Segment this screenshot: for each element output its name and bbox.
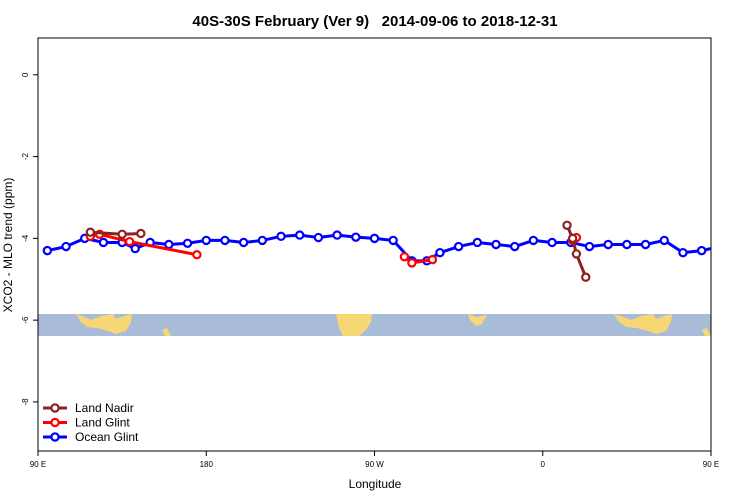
map-strip xyxy=(38,314,711,336)
legend-marker-land-glint xyxy=(50,417,60,428)
map-land xyxy=(76,314,711,336)
series-layer xyxy=(42,220,742,282)
data-point-ocean-glint xyxy=(295,230,305,240)
data-point-ocean-glint xyxy=(130,243,140,254)
data-point-land-glint xyxy=(399,252,410,262)
tasmania-land xyxy=(162,328,171,336)
data-point-ocean-glint xyxy=(201,235,211,246)
data-point-ocean-glint xyxy=(276,231,286,242)
data-point-ocean-glint xyxy=(659,235,669,246)
y-axis: 0 -2 -4 -6 -8 xyxy=(21,72,38,405)
data-point-ocean-glint xyxy=(313,232,324,243)
series-land-glint xyxy=(85,229,582,268)
data-point-ocean-glint xyxy=(491,239,501,250)
legend-label-ocean-glint: Ocean Glint xyxy=(75,430,139,444)
australia-land xyxy=(76,314,132,334)
data-point-land-nadir xyxy=(571,249,582,259)
tasmania-land-repeat xyxy=(702,328,711,336)
y-tick-label: -2 xyxy=(21,152,30,160)
chart-title: 40S-30S February (Ver 9) 2014-09-06 to 2… xyxy=(192,13,557,30)
data-point-ocean-glint xyxy=(182,238,193,248)
data-point-ocean-glint xyxy=(696,245,707,256)
legend-label-land-nadir: Land Nadir xyxy=(75,401,134,415)
data-point-ocean-glint xyxy=(510,241,520,252)
y-tick-label: -4 xyxy=(21,234,30,242)
data-point-ocean-glint xyxy=(98,237,109,248)
series-line-land-glint xyxy=(90,232,198,257)
data-point-land-nadir xyxy=(85,227,96,237)
data-point-ocean-glint xyxy=(717,243,724,250)
series-line-ocean-glint xyxy=(47,233,711,263)
map-ocean xyxy=(38,314,711,336)
data-point-ocean-glint xyxy=(164,239,174,250)
data-point-ocean-glint xyxy=(678,247,688,258)
data-point-land-glint xyxy=(427,254,438,265)
series-land-nadir xyxy=(85,220,591,282)
y-tick-label: -8 xyxy=(21,398,30,406)
y-tick-label: 0 xyxy=(21,72,30,77)
australia-land-repeat xyxy=(614,314,672,334)
data-point-land-nadir xyxy=(136,228,146,239)
data-point-ocean-glint xyxy=(238,237,249,248)
data-point-land-nadir xyxy=(581,272,591,282)
south-america-land xyxy=(336,314,372,336)
legend-marker-land-nadir xyxy=(50,403,60,413)
x-axis: 90 E 180 90 W 0 90 E xyxy=(30,451,719,469)
series-line-land-nadir xyxy=(90,230,141,236)
data-point-ocean-glint xyxy=(61,241,71,252)
data-point-ocean-glint xyxy=(220,235,230,246)
x-tick-label: 0 xyxy=(541,460,546,469)
data-point-ocean-glint xyxy=(528,235,539,246)
x-axis-label: Longitude xyxy=(349,477,402,491)
series-line-land-nadir xyxy=(565,224,588,278)
data-point-land-nadir xyxy=(567,233,578,244)
series-ocean-glint xyxy=(42,230,742,266)
data-point-ocean-glint xyxy=(435,247,445,258)
data-point-ocean-glint xyxy=(622,239,632,250)
data-point-land-glint xyxy=(192,250,202,260)
data-point-ocean-glint xyxy=(369,233,380,244)
data-point-land-nadir xyxy=(562,220,572,230)
data-point-ocean-glint xyxy=(351,232,361,242)
data-point-ocean-glint xyxy=(453,241,464,252)
x-tick-label: 90 E xyxy=(703,460,719,469)
data-point-ocean-glint xyxy=(640,239,651,250)
data-point-ocean-glint xyxy=(388,235,398,246)
data-point-ocean-glint xyxy=(332,230,342,240)
x-tick-label: 90 E xyxy=(30,460,46,469)
legend-marker-ocean-glint xyxy=(50,432,60,442)
africa-land xyxy=(468,314,487,326)
legend-label-land-glint: Land Glint xyxy=(75,416,130,430)
data-point-ocean-glint xyxy=(42,245,53,256)
data-point-ocean-glint xyxy=(584,241,595,252)
data-point-ocean-glint xyxy=(735,237,742,244)
data-point-ocean-glint xyxy=(257,235,268,246)
x-tick-label: 90 W xyxy=(365,460,384,469)
data-point-land-nadir xyxy=(117,229,127,239)
data-point-land-glint xyxy=(407,258,417,268)
x-tick-label: 180 xyxy=(200,460,214,469)
y-tick-label: -6 xyxy=(21,316,30,324)
y-axis-label: XCO2 - MLO trend (ppm) xyxy=(1,178,15,313)
data-point-ocean-glint xyxy=(547,237,557,248)
data-point-ocean-glint xyxy=(472,237,483,248)
data-point-ocean-glint xyxy=(603,239,613,250)
data-point-land-glint xyxy=(124,236,135,247)
